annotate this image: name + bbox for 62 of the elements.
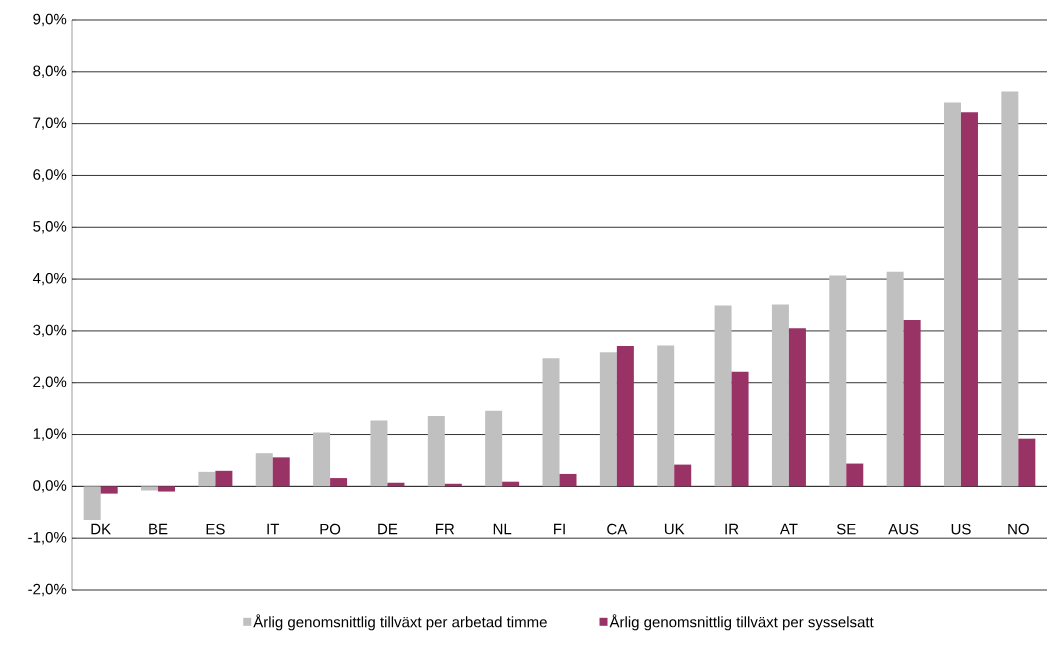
bar [788, 328, 806, 487]
y-tick-label: 3,0% [33, 324, 67, 338]
x-tick-label: UK [664, 523, 685, 535]
bar [198, 471, 216, 487]
x-tick-label: DE [378, 523, 398, 535]
x-tick-label: FI [554, 523, 565, 535]
bar [771, 304, 789, 487]
bar [330, 478, 348, 487]
bar [141, 486, 159, 491]
bar [158, 486, 176, 492]
y-tick-label: 7,0% [33, 117, 67, 130]
bar [829, 275, 847, 487]
bar [674, 464, 692, 487]
bar [1001, 91, 1019, 487]
bar [215, 470, 233, 487]
x-tick-label: IT [267, 523, 280, 535]
y-tick-label: 6,0% [33, 169, 67, 182]
bar [846, 463, 864, 487]
x-tick-label: SE [836, 523, 856, 535]
x-tick-label: DK [91, 523, 111, 535]
y-tick-label: 1,0% [33, 428, 67, 441]
bar [272, 457, 290, 487]
y-tick-label: -1,0% [28, 531, 67, 545]
bar [313, 432, 331, 487]
bar [255, 453, 273, 487]
x-tick-label: NL [493, 523, 512, 535]
y-tick-label: 2,0% [33, 376, 67, 389]
bar [657, 345, 675, 487]
x-tick-label: AUS [888, 523, 919, 535]
x-tick-label: NO [1008, 523, 1029, 535]
x-tick-label: US [951, 523, 971, 535]
bar [960, 112, 978, 487]
bar [731, 371, 749, 487]
bar [943, 102, 961, 487]
bar [1018, 438, 1036, 487]
bar [616, 345, 634, 487]
y-tick-label: 5,0% [33, 221, 67, 234]
x-tick-label: ES [206, 523, 225, 535]
y-tick-label: 0,0% [33, 480, 67, 493]
bar [83, 486, 101, 521]
x-tick-label: FR [436, 523, 455, 535]
bar [370, 420, 388, 487]
bar [559, 473, 577, 487]
legend-label: Årlig genomsnittlig tillväxt per sysselsatt [609, 614, 874, 631]
x-tick-label: CA [607, 523, 628, 535]
bar [542, 358, 560, 487]
y-tick-label: 4,0% [32, 272, 67, 286]
bar [427, 415, 445, 487]
bar [903, 320, 921, 487]
bar [714, 305, 732, 487]
x-tick-label: PO [320, 523, 341, 535]
y-tick-label: -2,0% [28, 583, 67, 597]
bar [599, 352, 617, 487]
bar [100, 486, 118, 494]
y-tick-label: 8,0% [33, 65, 67, 79]
y-tick-label: 9,0% [33, 13, 67, 27]
bar [886, 271, 904, 487]
x-tick-label: IR [725, 523, 739, 535]
x-tick-label: AT [779, 523, 798, 535]
x-tick-label: BE [149, 523, 168, 535]
legend-label: Årlig genomsnittlig tillväxt per arbetad timme [253, 614, 547, 631]
bar [485, 410, 503, 487]
